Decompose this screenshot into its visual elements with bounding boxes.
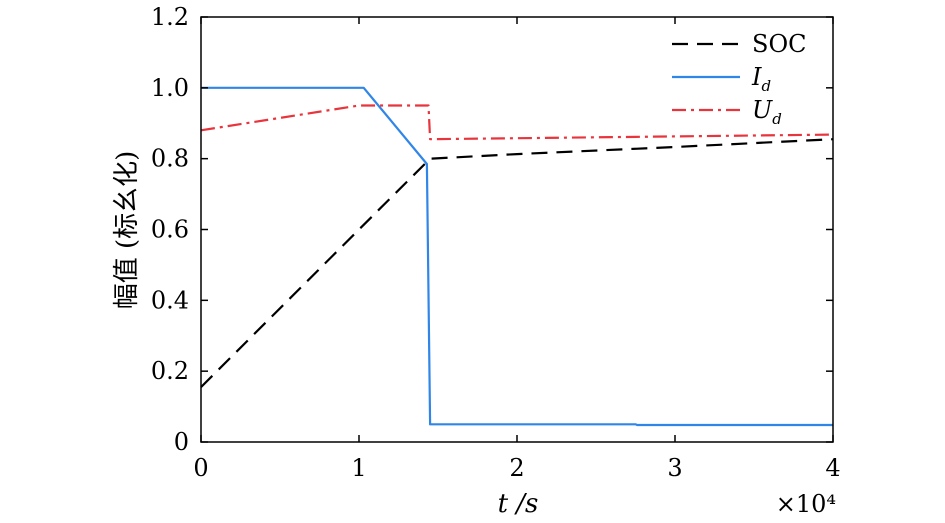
x-axis-label: t /s [498, 489, 539, 519]
y-tick-label: 0 [174, 428, 189, 456]
y-tick-label: 0.2 [151, 357, 189, 385]
x-tick-label: 1 [351, 454, 366, 482]
x-axis-multiplier: ×10⁴ [776, 490, 836, 518]
x-tick-label: 0 [193, 454, 208, 482]
axes: 0 1 2 3 4 0 0.2 0.4 0.6 0.8 1.0 1.2 [151, 3, 841, 482]
y-axis-label: 幅值 (标幺化) [112, 151, 142, 310]
plot-background [201, 17, 833, 442]
y-tick-label: 0.6 [151, 216, 189, 244]
y-tick-label: 1.2 [151, 3, 189, 31]
series-line-id [201, 86, 833, 427]
series-line-ud [200, 104, 834, 141]
series-line-soc [200, 138, 834, 388]
legend-label-soc: SOC [752, 30, 806, 58]
x-tick-label: 2 [509, 454, 524, 482]
y-tick-label: 0.4 [151, 286, 189, 314]
x-tick-label: 3 [667, 454, 682, 482]
legend-label-id: Id [751, 63, 771, 95]
series-lines [200, 86, 834, 427]
x-tick-label: 4 [825, 454, 840, 482]
legend-label-ud: Ud [752, 96, 782, 128]
plot-area [201, 17, 833, 442]
y-tick-label: 0.8 [151, 145, 189, 173]
y-tick-label: 1.0 [151, 74, 189, 102]
